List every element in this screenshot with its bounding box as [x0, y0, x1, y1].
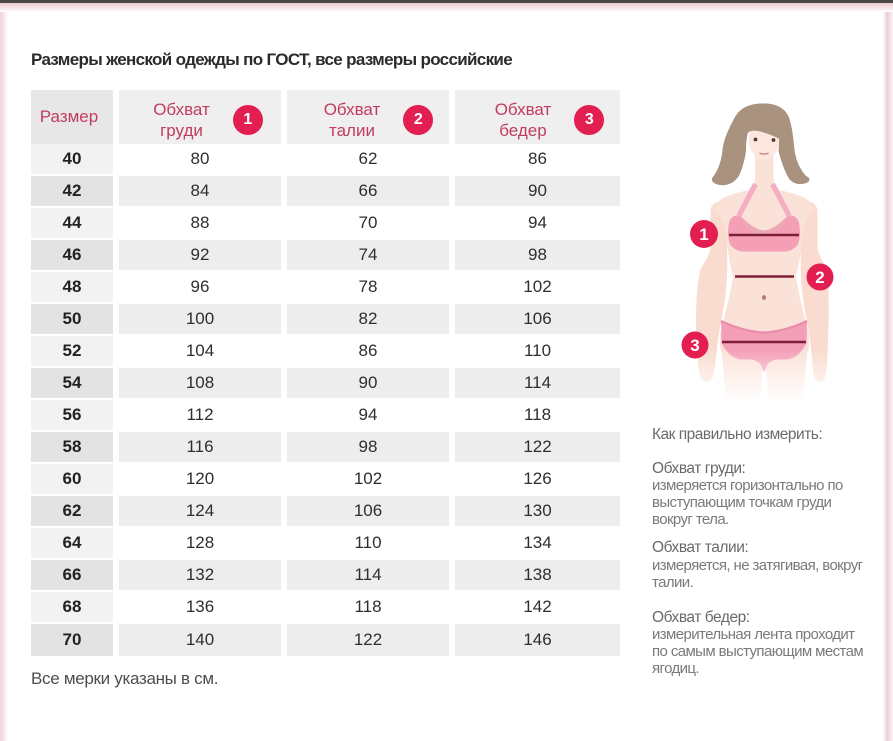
svg-text:1: 1: [699, 225, 708, 244]
svg-text:2: 2: [815, 268, 824, 287]
svg-text:3: 3: [690, 336, 699, 355]
